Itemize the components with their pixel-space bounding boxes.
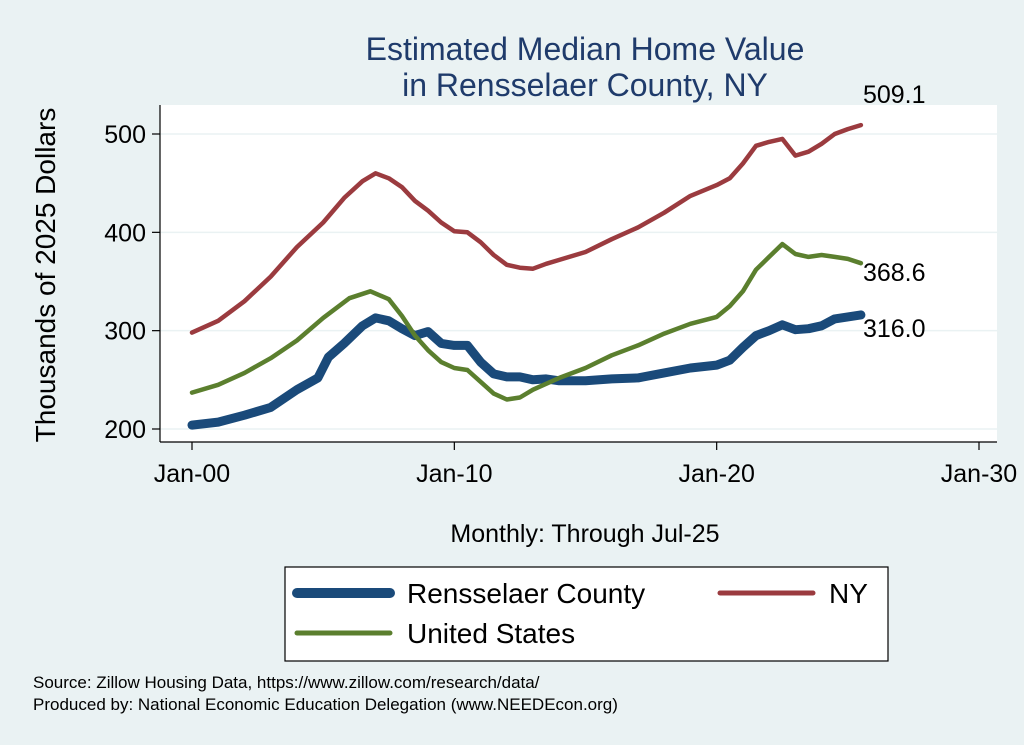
grid-layer [160,133,997,430]
chart-title-line-2: in Rensselaer County, NY [402,67,768,103]
x-tick-label-0: Jan-00 [154,460,230,488]
x-tick-label-3: Jan-30 [941,460,1017,488]
legend-label-rensselaer: Rensselaer County [407,578,645,609]
axis-layer: 200 300 400 500 Jan-00 Jan-10 Jan-20 Jan-30 [104,105,1017,488]
legend-label-us: United States [407,618,575,649]
y-tick-label-400: 400 [104,219,146,247]
y-tick-label-300: 300 [104,318,146,346]
legend-label-ny: NY [829,578,868,609]
series-line-1 [189,122,864,335]
y-tick-label-500: 500 [104,121,146,149]
end-label-0: 316.0 [863,315,926,343]
source-line-2: Produced by: National Economic Education… [33,695,618,714]
end-label-2: 368.6 [863,259,926,287]
legend-box [284,566,889,662]
x-tick-label-1: Jan-10 [416,460,492,488]
source-line-1: Source: Zillow Housing Data, https://www… [33,673,540,692]
x-axis-label: Monthly: Through Jul-25 [450,520,719,548]
legend: Rensselaer County NY United States [284,566,889,662]
series-line-0 [187,310,866,430]
y-tick-label-200: 200 [104,416,146,444]
y-axis-label: Thousands of 2025 Dollars [30,108,61,443]
x-tick-label-2: Jan-20 [678,460,754,488]
series-layer [187,122,866,430]
series-line-2 [189,241,864,402]
end-label-layer: 316.0 509.1 368.6 [863,81,926,343]
chart-title-line-1: Estimated Median Home Value [366,31,805,67]
end-label-1: 509.1 [863,81,926,109]
